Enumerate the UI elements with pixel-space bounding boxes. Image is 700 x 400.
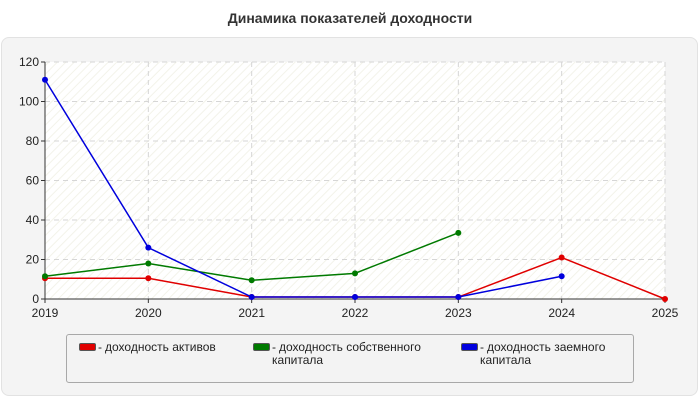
x-tick-label: 2023	[445, 306, 472, 320]
data-point	[145, 275, 152, 282]
series-2	[42, 76, 565, 301]
data-point	[558, 254, 565, 261]
x-tick-label: 2024	[548, 306, 575, 320]
series-line	[44, 79, 562, 298]
legend-label: - доходность заемного капитала	[480, 340, 606, 367]
data-point	[248, 294, 255, 301]
data-point	[352, 294, 358, 301]
y-tick-label: 0	[32, 292, 39, 306]
legend-swatch-green	[253, 343, 270, 351]
data-point	[455, 229, 462, 236]
legend-label: - доходность собственного капитала	[272, 340, 421, 367]
x-tick-label: 2020	[135, 306, 162, 320]
y-tick-label: 100	[19, 95, 39, 109]
legend-label: - доходность активов	[98, 340, 216, 354]
x-tick-label: 2019	[32, 306, 59, 320]
y-tick-label: 20	[26, 253, 40, 267]
legend: - доходность активов - доходность собствен…	[66, 334, 634, 383]
data-point	[352, 270, 358, 277]
chart-title: Динамика показателей доходности	[227, 10, 473, 26]
data-point	[42, 76, 48, 83]
x-tick-label: 2025	[652, 306, 679, 320]
x-tick-label: 2021	[238, 306, 265, 320]
legend-swatch-red	[79, 343, 96, 351]
legend-swatch-blue	[461, 343, 478, 351]
tick-labels: 0 20 40 60 80 100 120 2019 2020 2021 2022 2023 2024 2…	[19, 55, 679, 320]
x-tick-label: 2022	[342, 306, 369, 320]
data-point	[145, 260, 152, 267]
data-point	[455, 294, 462, 301]
y-tick-label: 120	[19, 55, 39, 69]
y-tick-label: 60	[26, 174, 40, 188]
series-1	[42, 229, 462, 284]
y-tick-label: 80	[26, 134, 40, 148]
series-group	[42, 76, 668, 302]
data-point	[42, 273, 48, 280]
data-point	[248, 277, 255, 284]
data-point	[558, 273, 565, 280]
y-tick-label: 40	[26, 213, 40, 227]
data-point	[662, 296, 668, 302]
data-point	[145, 244, 152, 251]
